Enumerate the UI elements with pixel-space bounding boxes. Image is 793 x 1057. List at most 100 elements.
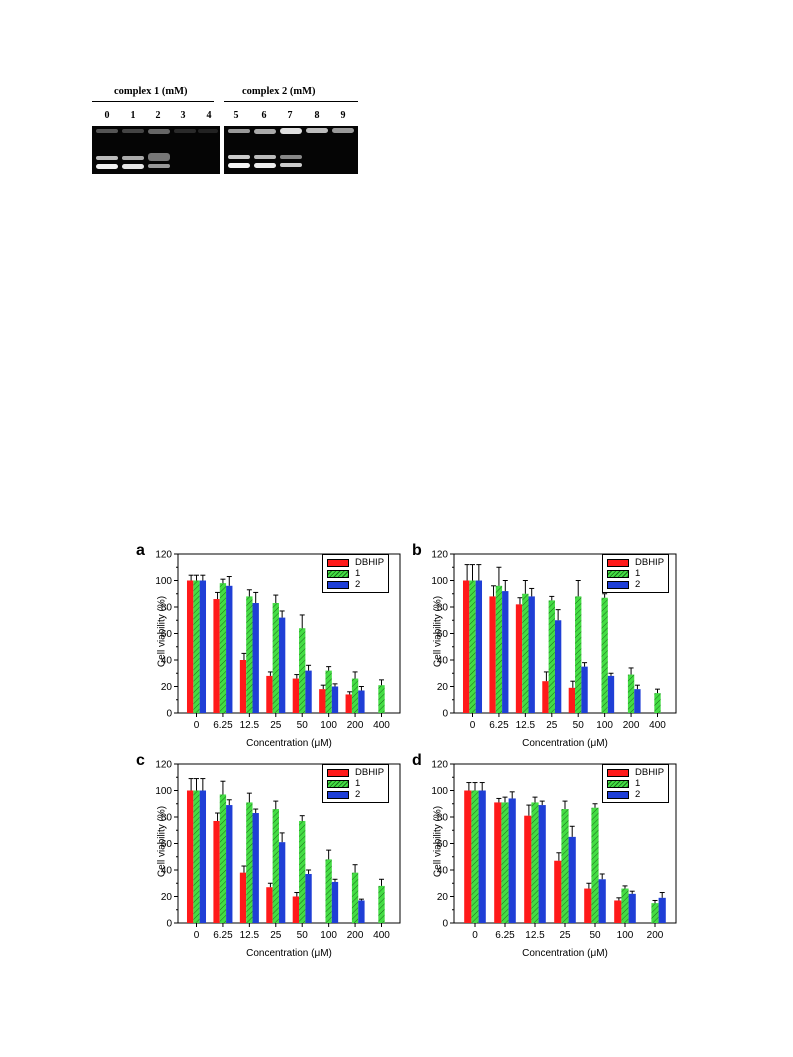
x-tick-label: 12.5 [240,720,260,731]
legend-label: 1 [635,778,641,789]
y-tick-label: 60 [161,839,173,850]
gel-lane-number: 1 [130,110,136,121]
bar-complex-1 [219,794,227,923]
bar-complex-2 [538,805,546,923]
legend-label: DBHIP [355,767,385,778]
legend-label: DBHIP [355,557,385,568]
gel-lane-number: 2 [155,110,161,121]
bar-complex-2 [478,790,486,923]
bar-complex-2 [331,686,339,713]
bar-complex-1 [561,809,569,923]
gel-band [198,129,218,133]
gel-band [148,164,170,168]
gel-image-right [224,126,358,174]
bar-complex-2 [475,580,483,713]
bar-complex-1 [627,674,635,713]
legend-entry: DBHIP [607,767,664,778]
gel-group-label-complex-1: complex 1 (mM) [114,86,188,97]
gel-band [280,163,302,167]
bar-complex-2 [528,596,535,713]
x-tick-label: 6.25 [213,930,233,941]
bar-complex-2 [508,798,516,923]
x-tick-label: 0 [194,930,200,941]
legend-swatch [607,779,629,788]
x-tick-label: 12.5 [516,720,536,731]
chart-legend: DBHIP 1 2 [602,764,670,803]
x-axis-label: Concentration (μM) [522,948,608,959]
bar-complex-2 [607,675,615,713]
x-tick-label: 400 [373,930,390,941]
legend-entry: 2 [327,579,384,590]
bar-complex-1 [272,809,279,923]
legend-label: 1 [355,568,361,579]
bar-chart-d: 0 20 40 60 80 100 120 0 6.25 12.5 25 50 100 200 [431,760,677,941]
y-tick-label: 0 [166,709,172,720]
bar-complex-1 [471,790,479,923]
x-tick-label: 200 [647,930,664,941]
bar-complex-2 [252,813,259,923]
y-axis-label: Cell viability (%) [156,805,168,878]
bar-dbhip [292,896,300,923]
bar-complex-1 [621,888,629,923]
x-tick-label: 200 [623,720,640,731]
bar-dbhip [542,681,549,713]
x-tick-label: 400 [649,720,666,731]
bar-complex-2 [554,620,562,713]
bar-complex-1 [325,670,332,713]
gel-band [96,156,118,160]
bar-dbhip [345,694,352,713]
gel-band [332,128,354,133]
bar-complex-2 [199,790,207,923]
x-tick-label: 100 [320,930,337,941]
bar-complex-1 [501,802,509,923]
legend-swatch [607,790,629,799]
y-tick-label: 120 [155,760,172,771]
gel-lane-number: 8 [314,110,320,121]
gel-lane-number: 5 [233,110,239,121]
bar-dbhip [494,802,502,923]
bar-complex-2 [658,897,666,923]
bar-dbhip [568,687,576,713]
chart-panel-b: b 0 20 40 60 80 100 120 0 6.25 12.5 25 50 100 200 400 … [412,542,793,771]
legend-entry: 1 [327,778,384,789]
legend-entry: DBHIP [327,767,384,778]
bar-complex-1 [654,693,661,713]
gel-band [122,129,144,133]
x-tick-label: 0 [470,720,476,731]
x-tick-label: 100 [320,720,337,731]
bar-complex-1 [299,820,306,923]
legend-entry: 2 [607,789,664,800]
y-axis-label: Cell viability (%) [156,595,168,668]
legend-label: DBHIP [635,767,665,778]
legend-entry: DBHIP [327,557,384,568]
bar-complex-2 [278,617,286,713]
legend-label: 1 [635,568,641,579]
bar-complex-1 [378,685,385,713]
y-tick-label: 20 [437,682,449,693]
x-tick-label: 50 [297,930,309,941]
gel-group-label-complex-2: complex 2 (mM) [242,86,316,97]
gel-image-left [92,126,220,174]
bar-dbhip [239,660,247,713]
x-tick-label: 25 [270,930,282,941]
chart-panel-a: a 0 20 40 60 80 100 120 0 6.25 12.5 25 50 100 200 400 … [136,542,526,771]
legend-entry: 2 [607,579,664,590]
gel-band [96,164,118,169]
bar-dbhip [515,604,523,713]
x-tick-label: 12.5 [240,930,260,941]
gel-band [122,156,144,160]
bar-complex-2 [581,666,588,713]
gel-band [174,129,196,133]
bar-complex-1 [351,678,359,713]
legend-label: 1 [355,778,361,789]
y-tick-label: 0 [442,709,448,720]
panel-letter-d: d [412,752,422,769]
legend-entry: 1 [607,568,664,579]
x-tick-label: 50 [297,720,309,731]
legend-entry: 1 [607,778,664,789]
bar-complex-1 [246,596,253,713]
legend-label: DBHIP [635,557,665,568]
bar-complex-2 [226,585,233,713]
gel-band [306,128,328,133]
bar-complex-2 [226,805,233,923]
